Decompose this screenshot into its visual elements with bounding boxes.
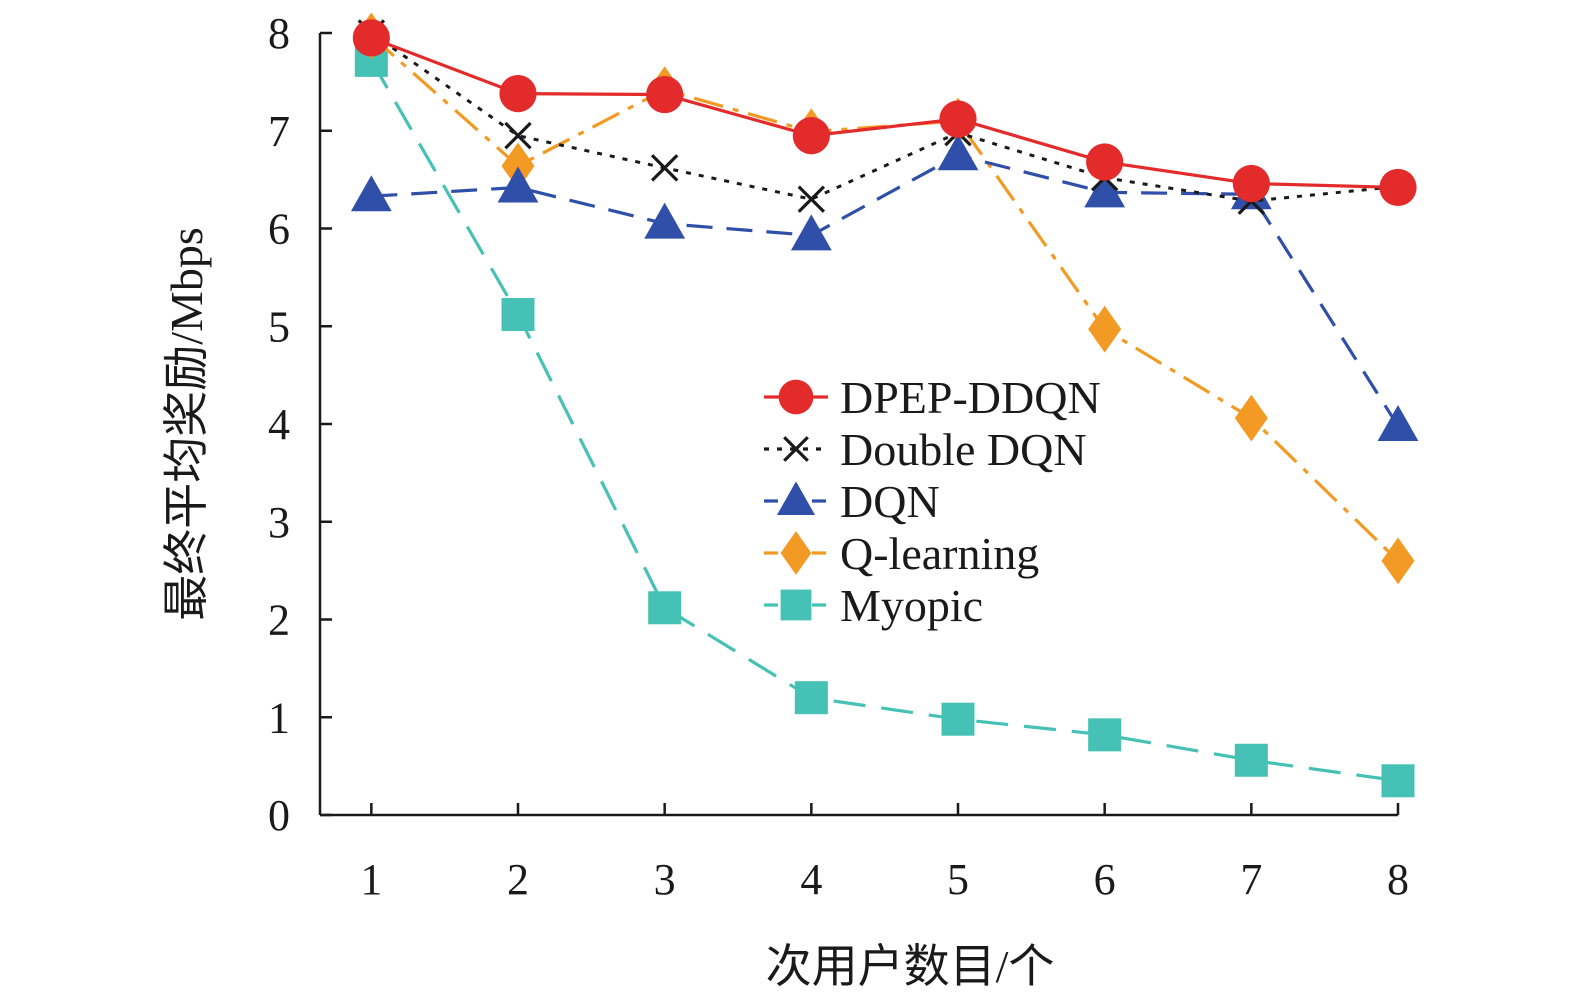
legend-entry-dpep-ddqn: DPEP-DDQN bbox=[764, 372, 1101, 423]
series-dpep-ddqn bbox=[352, 19, 1417, 207]
data-point-dqn bbox=[644, 202, 686, 239]
x-tick-label: 5 bbox=[947, 855, 969, 904]
data-point-myopic bbox=[1381, 764, 1415, 798]
data-point-dqn bbox=[1084, 171, 1126, 208]
x-tick-label: 8 bbox=[1387, 855, 1409, 904]
data-point-double-dqn bbox=[797, 185, 826, 213]
data-point-dpep-ddqn bbox=[352, 19, 390, 57]
y-tick-label: 3 bbox=[268, 498, 290, 547]
x-tick-label: 2 bbox=[507, 855, 529, 904]
data-point-myopic bbox=[648, 591, 682, 625]
data-point-dpep-ddqn bbox=[1232, 164, 1270, 203]
y-tick-label: 0 bbox=[268, 791, 290, 840]
data-point-double-dqn bbox=[504, 121, 532, 150]
data-point-q-learning bbox=[1088, 305, 1122, 353]
legend-marker bbox=[780, 589, 812, 621]
legend-label: DPEP-DDQN bbox=[840, 372, 1101, 423]
legend-label: Double DQN bbox=[840, 424, 1087, 475]
x-tick-label: 1 bbox=[360, 855, 382, 904]
series-line-dpep-ddqn bbox=[370, 36, 1399, 190]
x-axis-title: 次用户数目/个 bbox=[766, 941, 1055, 992]
data-point-dpep-ddqn bbox=[1379, 168, 1417, 207]
legend-marker bbox=[780, 531, 812, 575]
axes: 0 1 2 3 4 5 6 7 8 1 2 3 4 5 6 7 8 bbox=[268, 9, 1409, 904]
data-point-q-learning bbox=[1234, 394, 1268, 442]
y-tick-label: 4 bbox=[268, 400, 290, 449]
series-line-double-dqn bbox=[370, 31, 1399, 203]
legend-entry-dqn: DQN bbox=[764, 476, 940, 527]
legend-label: Q-learning bbox=[840, 528, 1039, 579]
data-point-q-learning bbox=[1381, 537, 1415, 585]
data-point-dqn bbox=[937, 134, 979, 171]
y-tick-label: 1 bbox=[268, 693, 290, 742]
x-tick-label: 6 bbox=[1094, 855, 1116, 904]
data-point-myopic bbox=[794, 681, 828, 715]
data-point-double-dqn bbox=[650, 154, 679, 182]
legend-label: Myopic bbox=[840, 580, 983, 631]
data-point-myopic bbox=[941, 702, 975, 736]
legend-entry-double-dqn: Double DQN bbox=[764, 424, 1087, 475]
x-tick-label: 4 bbox=[800, 855, 822, 904]
series-line-dqn bbox=[371, 153, 1400, 427]
data-point-dqn bbox=[497, 166, 539, 203]
series-line-myopic bbox=[369, 59, 1399, 783]
data-point-myopic bbox=[1088, 718, 1122, 752]
legend-entry-q-learning: Q-learning bbox=[764, 528, 1039, 579]
y-tick-label: 8 bbox=[268, 9, 290, 58]
data-point-dqn bbox=[790, 214, 832, 251]
y-tick-label: 6 bbox=[268, 205, 290, 254]
x-tick-label: 3 bbox=[654, 855, 676, 904]
data-point-dpep-ddqn bbox=[1086, 143, 1124, 181]
data-point-dpep-ddqn bbox=[646, 75, 684, 114]
data-point-myopic bbox=[1234, 743, 1268, 777]
data-point-dpep-ddqn bbox=[792, 117, 830, 155]
y-tick-label: 2 bbox=[268, 596, 290, 645]
y-tick-label: 7 bbox=[268, 107, 290, 156]
legend-label: DQN bbox=[840, 476, 940, 527]
legend-marker bbox=[778, 379, 814, 415]
legend-marker bbox=[776, 481, 816, 515]
legend-entry-myopic: Myopic bbox=[764, 580, 983, 631]
series-group bbox=[350, 12, 1419, 798]
data-point-dqn bbox=[1377, 404, 1419, 441]
data-point-myopic bbox=[501, 298, 535, 332]
data-point-dpep-ddqn bbox=[939, 100, 977, 138]
data-point-dqn bbox=[350, 175, 392, 212]
data-point-dpep-ddqn bbox=[499, 75, 537, 113]
y-axis-title: 最终平均奖励/Mbps bbox=[161, 227, 212, 621]
legend-marker bbox=[783, 436, 809, 462]
series-dqn bbox=[350, 134, 1419, 441]
data-point-q-learning bbox=[501, 142, 535, 190]
x-tick-label: 7 bbox=[1240, 855, 1262, 904]
y-tick-label: 5 bbox=[268, 302, 290, 351]
